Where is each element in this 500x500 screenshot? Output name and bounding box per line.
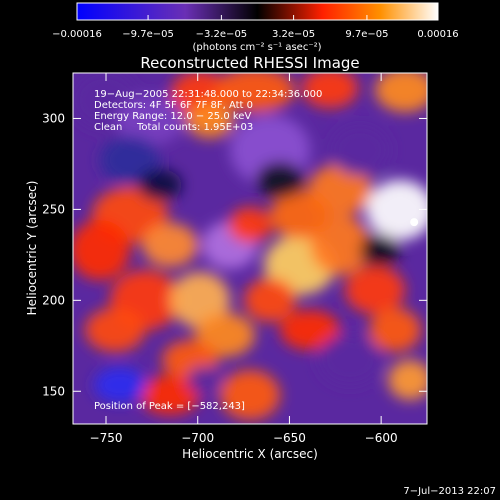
plot-frame <box>72 72 428 425</box>
y-tick-label: 200 <box>42 293 65 307</box>
colorbar-tick-label: 0.00016 <box>417 29 458 40</box>
chart-title: Reconstructed RHESSI Image <box>140 54 359 72</box>
colorbar-tick-label: −0.00016 <box>52 29 102 40</box>
y-tick-label: 300 <box>42 111 65 125</box>
axis-ticks: −750 −700 −650 −600 150 200 250 300 <box>42 73 427 445</box>
colorbar <box>76 2 439 21</box>
colorbar-tick-label: 9.7e−05 <box>345 29 388 40</box>
x-axis-label: Heliocentric X (arcsec) <box>182 447 318 461</box>
clean-label: Clean <box>94 122 122 133</box>
footer-date: 7−Jul−2013 22:07 <box>403 486 496 497</box>
total-counts-text: Total counts: 1.95E+03 <box>136 122 253 133</box>
x-tick-label: −700 <box>181 431 214 445</box>
peak-marker <box>410 218 419 227</box>
colorbar-tick-label: 3.2e−05 <box>272 29 315 40</box>
detectors-text: Detectors: 4F 5F 6F 7F 8F, Att 0 <box>94 100 253 111</box>
x-tick-label: −600 <box>365 431 398 445</box>
colorbar-unit-label: (photons cm⁻² s⁻¹ asec⁻²) <box>192 42 321 53</box>
peak-position-text: Position of Peak = [−582,243] <box>94 401 245 412</box>
time-range-text: 19−Aug−2005 22:31:48.000 to 22:34:36.000 <box>94 89 322 100</box>
x-tick-label: −650 <box>273 431 306 445</box>
y-axis-label: Heliocentric Y (arcsec) <box>25 181 39 316</box>
energy-range-text: Energy Range: 12.0 − 25.0 keV <box>94 111 251 122</box>
colorbar-ticks: −0.00016 −9.7e−05 −3.2e−05 3.2e−05 9.7e−05 0.… <box>52 15 459 40</box>
y-tick-label: 150 <box>42 384 65 398</box>
colorbar-tick-label: −3.2e−05 <box>196 29 248 40</box>
colorbar-tick-label: −9.7e−05 <box>122 29 174 40</box>
y-tick-label: 250 <box>42 202 65 216</box>
heatmap-image <box>73 73 427 424</box>
x-tick-label: −750 <box>90 431 123 445</box>
